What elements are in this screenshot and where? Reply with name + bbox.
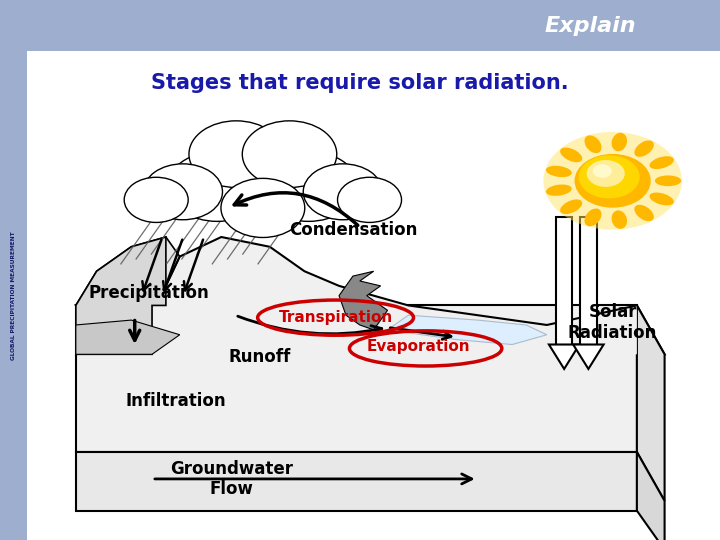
Text: Condensation: Condensation [289, 221, 417, 239]
Circle shape [593, 164, 612, 178]
Text: Explain: Explain [544, 16, 636, 36]
Text: GLOBAL PRECIPITATION MEASUREMENT: GLOBAL PRECIPITATION MEASUREMENT [12, 231, 16, 360]
Text: Runoff: Runoff [228, 348, 290, 366]
Text: Groundwater
Flow: Groundwater Flow [170, 460, 293, 498]
Ellipse shape [585, 136, 601, 153]
Ellipse shape [546, 166, 572, 177]
Polygon shape [76, 320, 180, 354]
Circle shape [143, 164, 222, 220]
Ellipse shape [611, 211, 627, 229]
Polygon shape [76, 237, 180, 306]
Circle shape [221, 178, 305, 238]
Ellipse shape [634, 140, 654, 157]
Circle shape [303, 164, 382, 220]
Ellipse shape [560, 147, 582, 162]
Circle shape [575, 154, 651, 208]
Circle shape [243, 121, 337, 187]
Polygon shape [76, 452, 637, 511]
Ellipse shape [546, 185, 572, 196]
Polygon shape [580, 218, 597, 345]
Polygon shape [556, 218, 572, 345]
Polygon shape [637, 306, 665, 501]
Circle shape [168, 152, 266, 221]
Polygon shape [76, 306, 637, 452]
Ellipse shape [560, 199, 582, 214]
Text: Infiltration: Infiltration [126, 392, 227, 410]
Text: Solar
Radiation: Solar Radiation [568, 303, 657, 342]
Polygon shape [387, 315, 547, 345]
Circle shape [338, 177, 402, 222]
Polygon shape [637, 452, 665, 540]
Ellipse shape [634, 205, 654, 221]
Circle shape [204, 137, 323, 220]
Circle shape [189, 121, 284, 187]
Circle shape [587, 160, 625, 187]
Ellipse shape [585, 208, 601, 226]
Polygon shape [573, 345, 603, 369]
Ellipse shape [611, 133, 627, 151]
Text: Evaporation: Evaporation [367, 340, 470, 354]
Circle shape [259, 152, 358, 221]
Ellipse shape [649, 193, 674, 205]
Ellipse shape [649, 156, 674, 169]
Polygon shape [549, 345, 580, 369]
Circle shape [579, 156, 639, 198]
Circle shape [544, 132, 682, 230]
Text: Precipitation: Precipitation [88, 284, 209, 302]
Text: Stages that require solar radiation.: Stages that require solar radiation. [151, 73, 569, 93]
Text: Transpiration: Transpiration [279, 310, 392, 325]
Circle shape [124, 177, 188, 222]
Polygon shape [76, 306, 665, 354]
Ellipse shape [655, 176, 681, 186]
Polygon shape [152, 237, 637, 354]
Polygon shape [339, 271, 387, 330]
Polygon shape [76, 237, 166, 354]
